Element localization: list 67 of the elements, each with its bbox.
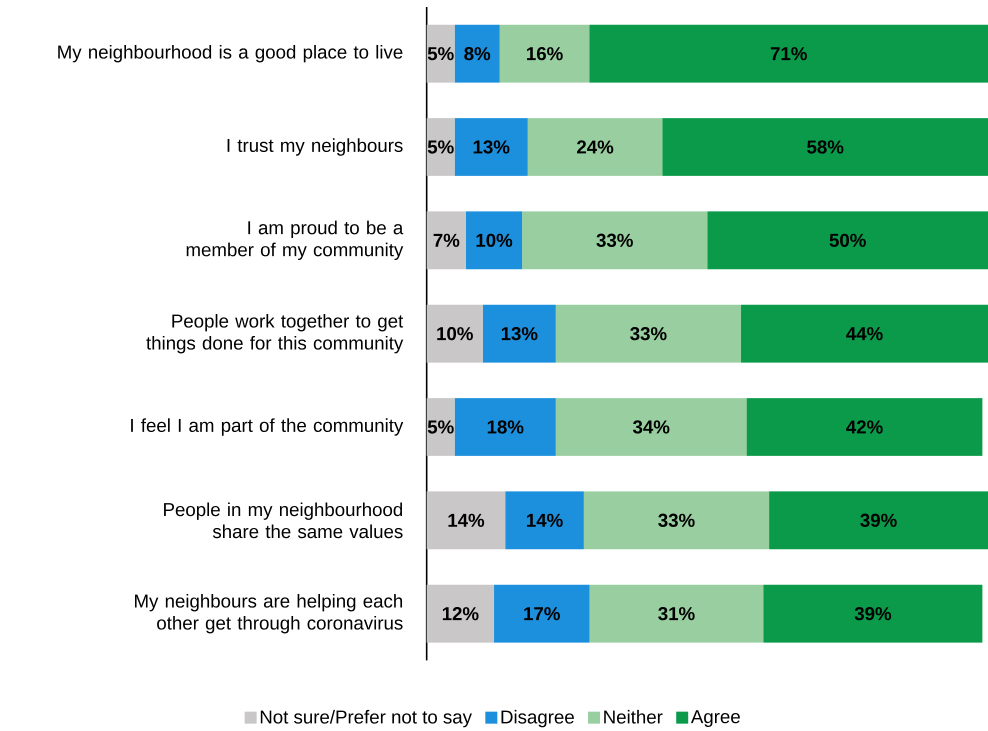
data-label: 8% xyxy=(464,47,490,60)
data-label: 7% xyxy=(434,234,460,247)
legend-label: Disagree xyxy=(502,710,574,728)
data-label: 39% xyxy=(854,607,892,620)
legend-label: Neither xyxy=(604,710,663,724)
bar xyxy=(454,398,556,456)
y-tick-label: I am proud to be a member of my community xyxy=(186,220,404,260)
y-tick-label: People work together to get things done for this community xyxy=(146,314,404,354)
data-label: 13% xyxy=(502,327,538,340)
data-label: 58% xyxy=(807,140,844,154)
data-label: 5% xyxy=(428,420,454,434)
data-label: 18% xyxy=(488,420,524,434)
data-label: 39% xyxy=(860,514,897,527)
data-label: 42% xyxy=(846,420,883,434)
bar xyxy=(494,584,590,643)
legend-label: Agree xyxy=(690,710,740,727)
bar xyxy=(707,211,988,270)
data-label: 71% xyxy=(770,47,807,60)
y-tick-label: I feel I am part of the community xyxy=(131,418,404,436)
bar xyxy=(769,491,988,550)
y-tick-label: I trust my neighbours xyxy=(228,138,403,156)
bar xyxy=(528,118,662,176)
data-label: 14% xyxy=(527,514,563,527)
bar xyxy=(426,304,483,363)
bar xyxy=(500,24,590,83)
bar xyxy=(505,491,584,550)
y-tick-label: People in my neighbourhood share the same values xyxy=(164,502,403,538)
data-label: 33% xyxy=(658,514,695,527)
data-label: 10% xyxy=(437,327,473,340)
legend-label: Not sure/Prefer not to say xyxy=(260,710,472,728)
bar xyxy=(746,398,982,456)
data-label: 16% xyxy=(527,47,563,60)
data-label: 5% xyxy=(428,47,454,60)
data-label: 12% xyxy=(442,607,479,620)
data-label: 44% xyxy=(846,327,883,340)
bar xyxy=(556,304,742,363)
y-tick-label: My neighbourhood is a good place to live xyxy=(58,44,402,62)
y-tick-label: My neighbours are helping each other get through coronavirus xyxy=(135,594,403,634)
bar xyxy=(466,211,522,270)
data-label: 50% xyxy=(830,234,866,247)
bar xyxy=(482,304,556,363)
bar xyxy=(426,24,455,83)
data-label: 5% xyxy=(428,140,454,154)
bar xyxy=(763,584,982,643)
bar xyxy=(556,398,747,456)
bar xyxy=(454,24,500,83)
data-label: 33% xyxy=(630,327,667,340)
data-label: 34% xyxy=(632,420,670,434)
data-label: 33% xyxy=(596,234,633,247)
bar xyxy=(584,491,770,550)
bar xyxy=(522,211,708,270)
data-label: 31% xyxy=(658,607,695,620)
bar xyxy=(589,24,988,83)
data-label: 10% xyxy=(476,234,512,247)
data-label: 17% xyxy=(524,607,560,620)
bar xyxy=(662,118,988,176)
bar xyxy=(426,584,494,643)
bar xyxy=(589,584,764,643)
bar xyxy=(426,491,506,550)
bar xyxy=(426,398,455,456)
data-label: 24% xyxy=(577,140,614,154)
bar xyxy=(426,118,455,176)
bar xyxy=(741,304,988,363)
bar xyxy=(426,211,466,270)
data-label: 14% xyxy=(448,514,484,527)
bar xyxy=(454,118,528,176)
data-label: 13% xyxy=(474,140,510,154)
